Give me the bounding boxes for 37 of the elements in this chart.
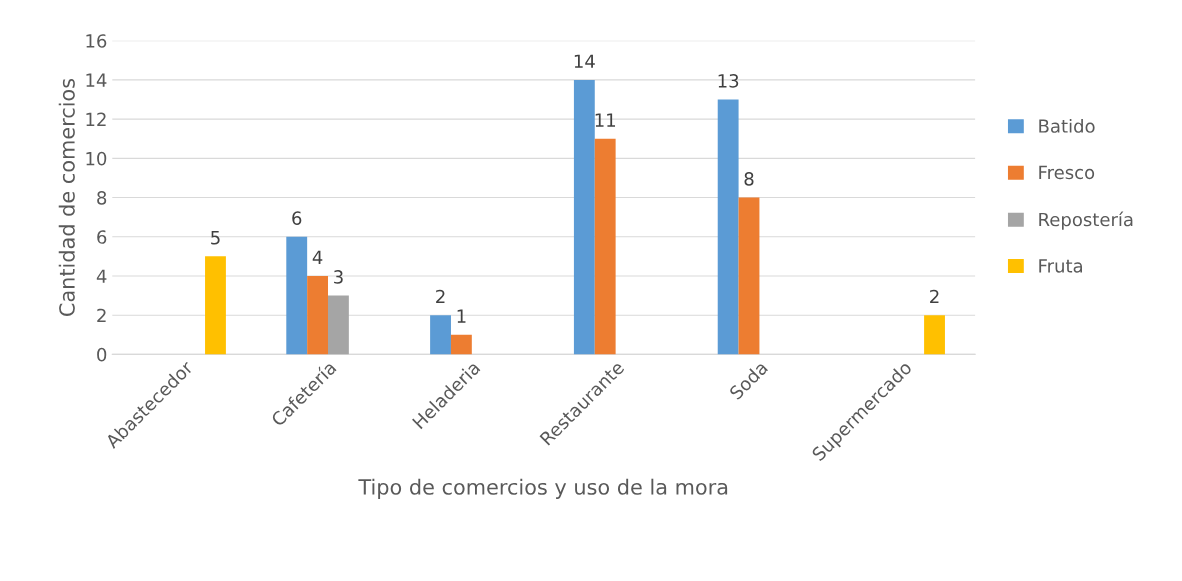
data-label: 3 bbox=[334, 270, 343, 284]
bar bbox=[594, 138, 616, 355]
y-tick-label: 4 bbox=[96, 269, 107, 283]
data-label: 1 bbox=[457, 309, 466, 323]
y-axis-title: Cantidad de comercios bbox=[58, 78, 75, 316]
data-label: 5 bbox=[211, 231, 220, 245]
bar bbox=[307, 275, 329, 355]
y-tick-label: 6 bbox=[97, 230, 107, 244]
y-tick-label: 8 bbox=[97, 191, 107, 205]
data-label: 11 bbox=[595, 113, 616, 127]
x-axis-title: Tipo de comercios y uso de la mora bbox=[358, 478, 728, 499]
legend-label: Fresco bbox=[1039, 165, 1095, 180]
y-tick-label: 2 bbox=[97, 308, 106, 323]
data-label: 2 bbox=[436, 289, 445, 304]
legend-label: Repostería bbox=[1039, 211, 1133, 230]
bar bbox=[738, 197, 760, 355]
bar bbox=[450, 334, 472, 355]
bar bbox=[286, 236, 308, 355]
legend-label: Batido bbox=[1039, 118, 1095, 133]
data-label: 13 bbox=[718, 74, 739, 88]
y-tick-label: 14 bbox=[86, 73, 107, 87]
bar bbox=[924, 315, 945, 355]
bar bbox=[717, 99, 739, 355]
bar bbox=[328, 295, 349, 355]
data-label: 2 bbox=[930, 289, 939, 304]
data-label: 4 bbox=[312, 250, 323, 264]
bar bbox=[430, 315, 451, 355]
y-tick-label: 16 bbox=[86, 34, 107, 48]
y-tick-label: 10 bbox=[86, 151, 107, 166]
y-tick-label: 0 bbox=[97, 347, 107, 362]
data-label: 14 bbox=[574, 54, 595, 68]
bar bbox=[573, 79, 595, 355]
data-label: 6 bbox=[292, 211, 302, 225]
data-label: 8 bbox=[744, 172, 754, 186]
y-tick-label: 12 bbox=[86, 112, 106, 126]
bar bbox=[205, 256, 226, 355]
legend-label: Fruta bbox=[1039, 259, 1082, 273]
